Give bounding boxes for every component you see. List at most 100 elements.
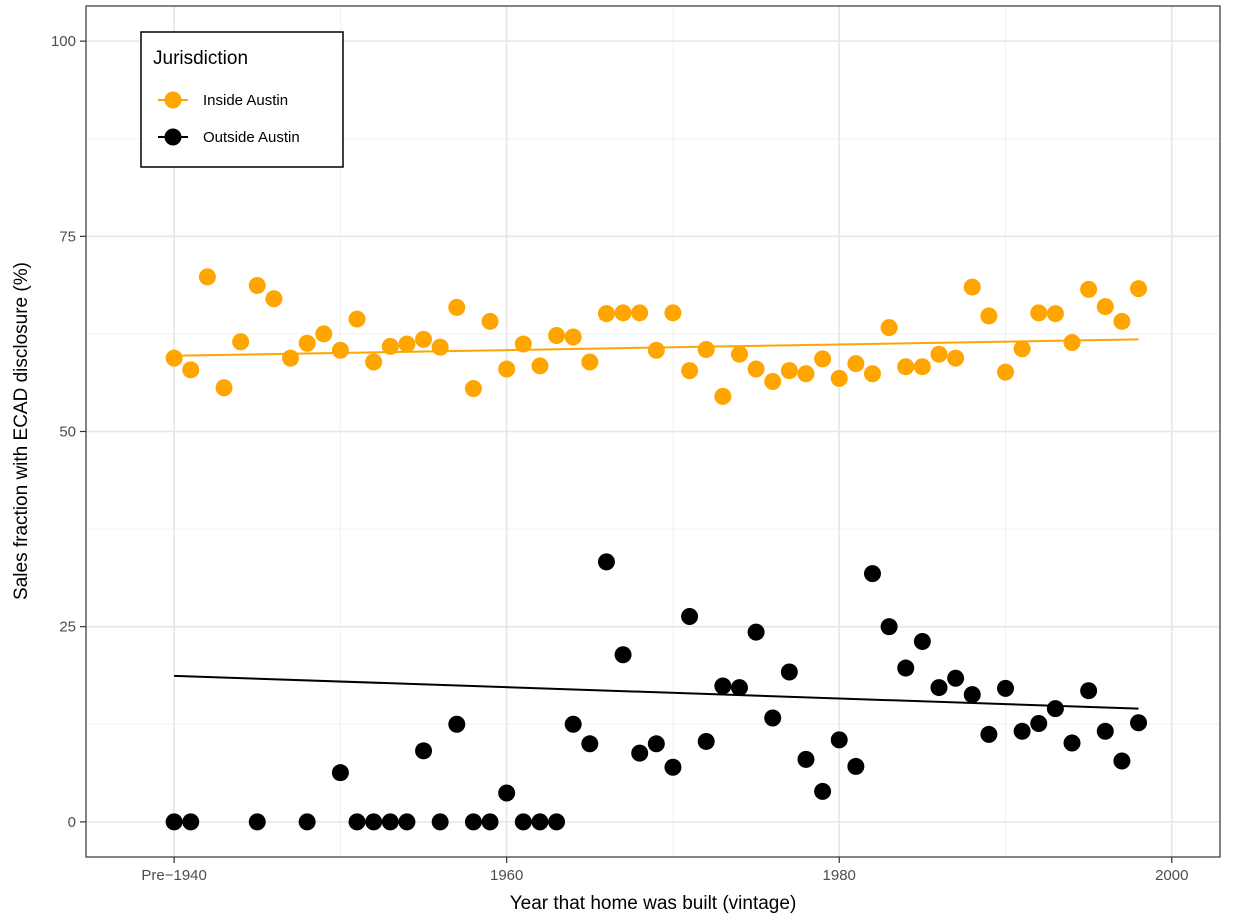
data-point-outside-austin bbox=[415, 742, 433, 760]
data-point-outside-austin bbox=[365, 813, 383, 831]
y-axis-ticks: 0 25 50 75 100 bbox=[51, 33, 86, 831]
data-point-inside-austin bbox=[431, 338, 449, 356]
data-point-inside-austin bbox=[531, 357, 549, 375]
data-point-outside-austin bbox=[1013, 722, 1031, 740]
data-point-outside-austin bbox=[1130, 714, 1148, 732]
legend-label-outside-austin: Outside Austin bbox=[203, 129, 300, 146]
legend-label-inside-austin: Inside Austin bbox=[203, 92, 288, 109]
data-point-outside-austin bbox=[614, 646, 632, 664]
data-point-inside-austin bbox=[897, 358, 915, 376]
data-point-outside-austin bbox=[681, 608, 699, 626]
x-tick-label: 1980 bbox=[823, 867, 856, 884]
data-point-inside-austin bbox=[198, 268, 216, 286]
y-tick-label: 25 bbox=[59, 619, 76, 636]
data-point-inside-austin bbox=[348, 310, 366, 328]
data-point-inside-austin bbox=[448, 298, 466, 316]
data-point-inside-austin bbox=[747, 360, 765, 378]
data-point-inside-austin bbox=[331, 341, 349, 359]
data-point-inside-austin bbox=[930, 345, 948, 363]
data-point-inside-austin bbox=[1013, 340, 1031, 358]
data-point-inside-austin bbox=[997, 363, 1015, 381]
data-point-inside-austin bbox=[365, 353, 383, 371]
data-point-outside-austin bbox=[298, 813, 316, 831]
data-point-outside-austin bbox=[631, 744, 649, 762]
data-point-inside-austin bbox=[714, 387, 732, 405]
data-point-inside-austin bbox=[498, 360, 516, 378]
data-point-outside-austin bbox=[764, 709, 782, 727]
data-point-outside-austin bbox=[548, 813, 566, 831]
data-point-outside-austin bbox=[664, 758, 682, 776]
data-point-outside-austin bbox=[1063, 734, 1081, 752]
data-point-inside-austin bbox=[1113, 312, 1131, 330]
data-point-outside-austin bbox=[1113, 752, 1131, 770]
x-axis-ticks: Pre−1940 1960 1980 2000 bbox=[141, 857, 1188, 884]
data-point-inside-austin bbox=[764, 373, 782, 391]
data-point-outside-austin bbox=[963, 686, 981, 704]
data-point-inside-austin bbox=[248, 277, 266, 295]
legend: Jurisdiction Inside Austin Outside Austi… bbox=[140, 31, 344, 168]
data-point-outside-austin bbox=[398, 813, 416, 831]
data-point-outside-austin bbox=[464, 813, 482, 831]
data-point-inside-austin bbox=[597, 305, 615, 323]
data-point-outside-austin bbox=[830, 731, 848, 749]
data-point-inside-austin bbox=[614, 304, 632, 322]
y-axis-title: Sales fraction with ECAD disclosure (%) bbox=[11, 262, 32, 600]
data-point-inside-austin bbox=[847, 355, 865, 373]
data-point-inside-austin bbox=[1030, 304, 1048, 322]
data-point-inside-austin bbox=[947, 349, 965, 367]
data-point-outside-austin bbox=[880, 618, 898, 636]
x-axis-title: Year that home was built (vintage) bbox=[510, 893, 797, 914]
data-point-outside-austin bbox=[930, 679, 948, 697]
data-point-inside-austin bbox=[963, 278, 981, 296]
data-point-outside-austin bbox=[597, 553, 615, 571]
data-point-outside-austin bbox=[1030, 714, 1048, 732]
y-tick-label: 75 bbox=[59, 228, 76, 245]
x-tick-label: 1960 bbox=[490, 867, 523, 884]
data-point-inside-austin bbox=[830, 369, 848, 387]
data-point-outside-austin bbox=[697, 732, 715, 750]
data-point-inside-austin bbox=[797, 365, 815, 383]
data-point-inside-austin bbox=[182, 361, 200, 379]
data-point-outside-austin bbox=[714, 677, 732, 695]
data-point-inside-austin bbox=[298, 334, 316, 352]
data-point-outside-austin bbox=[1046, 700, 1064, 718]
data-point-outside-austin bbox=[997, 679, 1015, 697]
data-point-inside-austin bbox=[398, 335, 416, 353]
legend-key-point-inside bbox=[164, 91, 182, 109]
data-point-inside-austin bbox=[232, 333, 250, 351]
data-point-inside-austin bbox=[980, 307, 998, 325]
data-point-inside-austin bbox=[581, 353, 599, 371]
data-point-inside-austin bbox=[863, 365, 881, 383]
data-point-inside-austin bbox=[814, 350, 832, 368]
data-point-outside-austin bbox=[448, 715, 466, 733]
data-point-outside-austin bbox=[897, 659, 915, 677]
data-point-outside-austin bbox=[564, 715, 582, 733]
data-point-inside-austin bbox=[564, 328, 582, 346]
x-tick-label: Pre−1940 bbox=[141, 867, 206, 884]
data-point-outside-austin bbox=[331, 764, 349, 782]
x-tick-label: 2000 bbox=[1155, 867, 1188, 884]
data-point-outside-austin bbox=[581, 735, 599, 753]
legend-key-point-outside bbox=[164, 128, 182, 146]
data-point-inside-austin bbox=[265, 290, 283, 308]
data-point-outside-austin bbox=[947, 669, 965, 687]
data-point-outside-austin bbox=[647, 735, 665, 753]
data-point-outside-austin bbox=[514, 813, 532, 831]
data-point-inside-austin bbox=[215, 379, 233, 397]
data-point-outside-austin bbox=[847, 757, 865, 775]
data-point-inside-austin bbox=[1046, 305, 1064, 323]
data-point-outside-austin bbox=[248, 813, 266, 831]
data-point-inside-austin bbox=[664, 304, 682, 322]
data-point-outside-austin bbox=[747, 623, 765, 641]
data-point-inside-austin bbox=[282, 349, 300, 367]
data-point-inside-austin bbox=[1063, 333, 1081, 351]
data-point-outside-austin bbox=[730, 679, 748, 697]
data-point-inside-austin bbox=[647, 341, 665, 359]
data-point-inside-austin bbox=[697, 341, 715, 359]
data-point-outside-austin bbox=[780, 663, 798, 681]
data-point-outside-austin bbox=[797, 750, 815, 768]
legend-title: Jurisdiction bbox=[153, 48, 248, 69]
data-point-inside-austin bbox=[780, 362, 798, 380]
y-tick-label: 0 bbox=[68, 814, 76, 831]
